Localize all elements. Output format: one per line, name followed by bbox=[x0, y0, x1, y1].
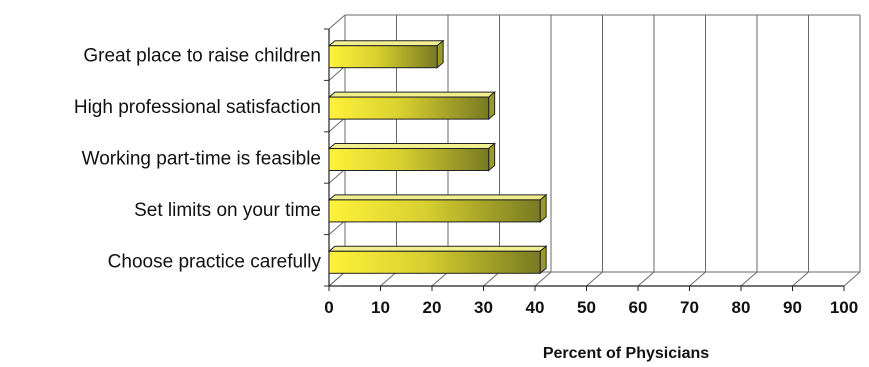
side-wall-line bbox=[328, 271, 346, 287]
bar-front-face bbox=[328, 96, 490, 120]
side-wall-line bbox=[328, 168, 346, 184]
category-label-3: Working part-time is feasible bbox=[82, 149, 321, 170]
bar-top-face bbox=[327, 194, 548, 201]
bar-end-face bbox=[488, 142, 496, 172]
bar-2 bbox=[327, 91, 497, 121]
floor-line-20 bbox=[431, 271, 449, 287]
bar-end-face bbox=[488, 91, 496, 121]
floor-line-80 bbox=[740, 271, 758, 287]
bar-front-face bbox=[328, 148, 490, 171]
bar-end-face bbox=[539, 245, 547, 275]
bar-front-face bbox=[328, 250, 541, 274]
category-labels: Great place to raise children High profes… bbox=[74, 46, 322, 273]
x-tick-label-60: 60 bbox=[629, 298, 648, 317]
x-tick-label-0: 0 bbox=[324, 298, 333, 317]
category-label-5: Choose practice carefully bbox=[108, 251, 322, 272]
floor-line-90 bbox=[792, 271, 809, 287]
x-axis-title: Percent of Physicians bbox=[543, 345, 709, 362]
bar-top-face bbox=[327, 143, 497, 149]
side-wall-line bbox=[328, 220, 346, 235]
bars bbox=[327, 39, 548, 275]
x-tick-label-50: 50 bbox=[577, 298, 596, 317]
bar-top-face bbox=[327, 245, 548, 252]
bar-1 bbox=[327, 39, 445, 69]
x-tick-label-40: 40 bbox=[526, 298, 545, 317]
bar-4 bbox=[327, 193, 548, 223]
bar-end-face bbox=[436, 39, 444, 69]
x-tick-label-80: 80 bbox=[732, 298, 751, 317]
x-tick-label-90: 90 bbox=[783, 298, 802, 317]
tick-labels: 0 10 20 30 40 50 60 70 80 90 100 bbox=[324, 298, 858, 317]
floor-line-60 bbox=[637, 271, 655, 287]
x-tick-label-70: 70 bbox=[680, 298, 699, 317]
x-tick-label-100: 100 bbox=[830, 298, 858, 317]
bar-top-face bbox=[327, 91, 497, 98]
bar-top-face bbox=[327, 40, 445, 47]
x-tick-label-10: 10 bbox=[371, 298, 390, 317]
floor-line-100 bbox=[843, 271, 861, 287]
side-wall-line bbox=[328, 14, 346, 30]
x-tick-label-30: 30 bbox=[474, 298, 493, 317]
bar-front-face bbox=[328, 199, 541, 223]
floor-line-30 bbox=[483, 271, 500, 287]
bar-front-face bbox=[328, 45, 438, 69]
category-label-1: Great place to raise children bbox=[83, 46, 321, 67]
floor-line-70 bbox=[689, 271, 706, 287]
category-label-4: Set limits on your time bbox=[134, 200, 321, 221]
category-label-2: High professional satisfaction bbox=[74, 97, 321, 118]
floor-line-40 bbox=[534, 271, 552, 287]
bar-3 bbox=[327, 142, 497, 172]
side-wall-line bbox=[328, 66, 346, 81]
side-wall-line bbox=[328, 117, 346, 133]
bar-end-face bbox=[539, 193, 547, 223]
floor-line-10 bbox=[380, 271, 397, 287]
bar-5 bbox=[327, 245, 548, 275]
x-tick-label-20: 20 bbox=[423, 298, 442, 317]
floor-line-50 bbox=[586, 271, 603, 287]
